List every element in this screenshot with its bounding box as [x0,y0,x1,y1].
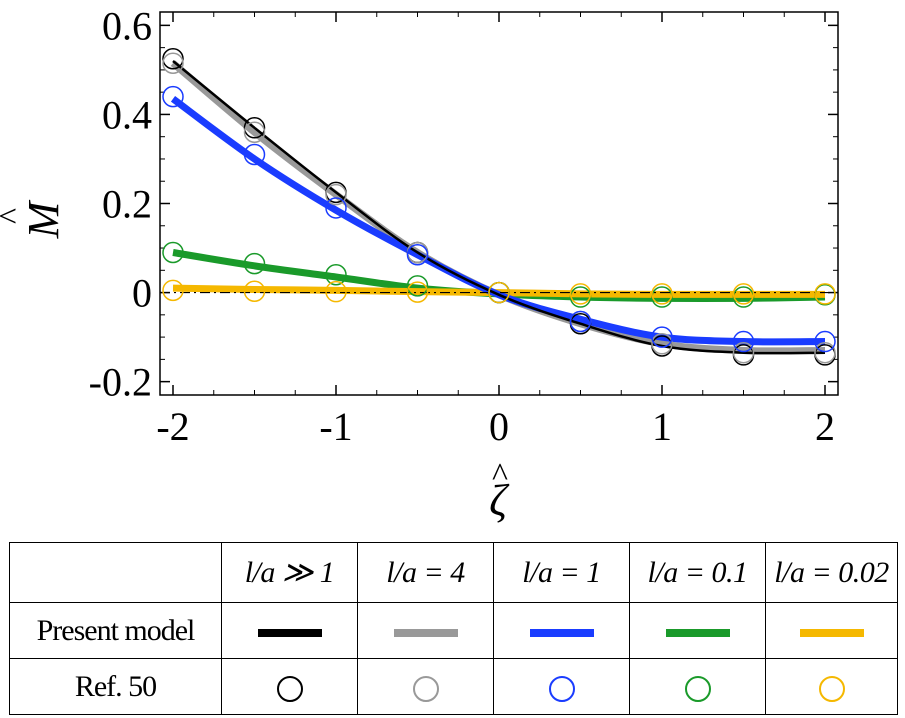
x-tick-label: 2 [815,404,835,449]
y-axis-label-text: M [19,199,68,239]
x-tick-label: -2 [156,404,189,449]
series-marker [651,283,673,305]
y-tick-label: 0 [132,271,152,316]
legend-cell [765,602,898,659]
legend-ref-row: Ref. 50 [9,658,898,715]
legend-header-row: l/a ≫ 1 l/a = 4 l/a = 1 l/a = 0.1 l/a = … [9,542,898,603]
y-axis-label: M ^ [0,199,68,239]
series-marker [162,85,184,108]
series-marker [732,341,755,364]
x-tick-label: 1 [652,404,672,449]
series-marker [488,281,510,304]
chart: -2 -1 0 1 2 -0.2 0 0.2 0.4 0.6 M ^ ζ ^ [0,3,839,525]
y-tick-label: 0.6 [102,3,152,48]
series-marker [325,183,347,206]
series-marker [732,283,755,305]
series-marker [814,283,836,305]
line-swatch-icon [393,628,458,637]
y-axis-label-hat: ^ [0,208,30,224]
legend-cell [629,602,766,659]
y-tick-label: 0.4 [102,92,152,137]
series-marker [814,330,836,353]
line-swatch-icon [799,628,864,637]
y-tick-label: -0.2 [89,360,152,405]
series-marker [406,243,429,266]
circle-marker-icon [684,675,711,702]
series-marker [243,117,266,139]
legend-table: l/a ≫ 1 l/a = 4 l/a = 1 l/a = 0.1 l/a = … [9,542,898,715]
x-axis-label-hat: ^ [492,457,508,494]
plot-area [159,11,839,396]
series-marker [325,280,347,303]
x-tick-label: 0 [489,404,509,449]
legend-present-row: Present model [9,602,898,659]
series-marker [325,264,347,286]
circle-marker-icon [412,675,439,702]
legend-cell [629,658,766,715]
legend-col-header: l/a = 0.1 [629,542,766,603]
series-marker [243,121,266,143]
x-axis-label: ζ ^ [489,457,510,525]
series-marker [569,283,592,305]
legend-col-header: l/a = 1 [493,542,630,603]
legend-cell [765,658,898,715]
legend-cell [357,602,494,659]
series-marker [569,310,592,333]
legend-cell [493,658,630,715]
series-marker [406,275,429,297]
series-marker [162,241,184,264]
tick-labels: -2 -1 0 1 2 -0.2 0 0.2 0.4 0.6 [89,3,835,449]
legend-col-header: l/a ≫ 1 [221,542,358,603]
legend-row-label-present: Present model [9,602,222,659]
line-swatch-icon [257,628,322,637]
circle-marker-icon [276,675,303,702]
x-axis-label-text: ζ [489,476,510,525]
y-tick-label: 0.2 [102,182,152,227]
series-marker [243,143,266,166]
circle-marker-icon [548,675,575,702]
series-layer [160,48,838,366]
x-tick-label: -1 [319,404,352,449]
legend-cell [493,602,630,659]
series-marker [651,326,673,348]
legend-cell [221,658,358,715]
series-marker [651,333,673,355]
legend-row-label-ref: Ref. 50 [9,658,222,715]
series-marker [162,279,184,302]
legend-cell [357,658,494,715]
legend-col-header: l/a = 0.02 [765,542,898,603]
series-marker [162,48,184,70]
series-marker [162,52,184,74]
series-marker [243,252,266,275]
legend-col-header: l/a = 4 [357,542,494,603]
line-swatch-icon [665,628,730,637]
series-marker [243,280,266,302]
legend-corner-cell [9,542,222,603]
line-swatch-icon [529,628,594,637]
series-marker [814,341,836,364]
series-marker [325,197,347,219]
circle-marker-icon [818,675,845,702]
series-marker [406,281,429,303]
series-marker [732,330,755,353]
legend-cell [221,602,358,659]
